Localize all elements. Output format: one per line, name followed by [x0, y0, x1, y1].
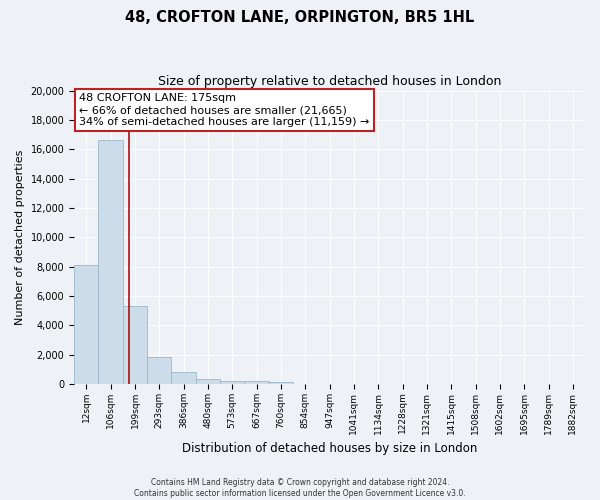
- Bar: [74, 265, 98, 384]
- Title: Size of property relative to detached houses in London: Size of property relative to detached ho…: [158, 75, 501, 88]
- Bar: [147, 357, 172, 384]
- Bar: [244, 382, 269, 384]
- Bar: [123, 306, 147, 384]
- Bar: [98, 140, 123, 384]
- Text: Contains HM Land Registry data © Crown copyright and database right 2024.
Contai: Contains HM Land Registry data © Crown c…: [134, 478, 466, 498]
- Y-axis label: Number of detached properties: Number of detached properties: [15, 150, 25, 325]
- Text: 48, CROFTON LANE, ORPINGTON, BR5 1HL: 48, CROFTON LANE, ORPINGTON, BR5 1HL: [125, 10, 475, 25]
- Bar: [269, 382, 293, 384]
- Bar: [220, 381, 244, 384]
- X-axis label: Distribution of detached houses by size in London: Distribution of detached houses by size …: [182, 442, 477, 455]
- Bar: [172, 372, 196, 384]
- Bar: [196, 380, 220, 384]
- Text: 48 CROFTON LANE: 175sqm
← 66% of detached houses are smaller (21,665)
34% of sem: 48 CROFTON LANE: 175sqm ← 66% of detache…: [79, 94, 370, 126]
